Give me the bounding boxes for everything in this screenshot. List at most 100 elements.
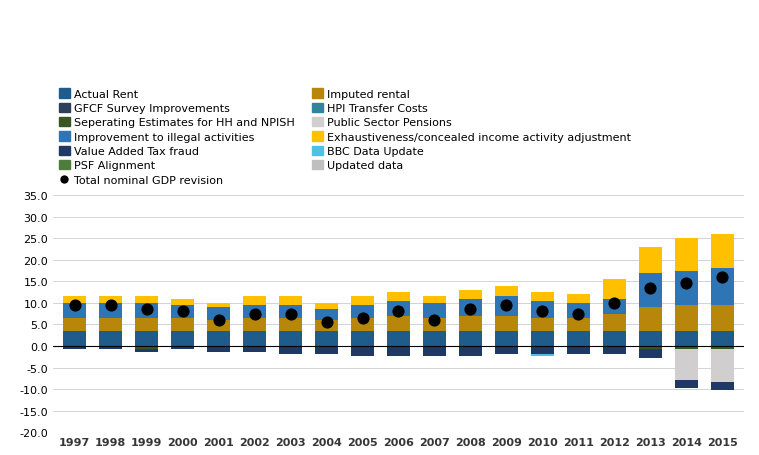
Bar: [531, 346, 554, 348]
Bar: [135, 297, 159, 303]
Point: [644, 284, 657, 292]
Bar: [387, 293, 410, 301]
Point: [572, 310, 584, 318]
Point: [248, 310, 260, 318]
Bar: [243, 318, 266, 331]
Bar: [710, 234, 734, 269]
Bar: [63, 318, 87, 331]
Bar: [171, 331, 194, 346]
Bar: [99, 346, 122, 348]
Bar: [710, 346, 734, 349]
Bar: [531, 331, 554, 346]
Bar: [495, 286, 518, 297]
Bar: [710, 382, 734, 390]
Bar: [531, 354, 554, 356]
Bar: [63, 297, 87, 303]
Bar: [351, 297, 374, 305]
Bar: [171, 346, 194, 348]
Bar: [423, 297, 446, 303]
Point: [680, 280, 692, 288]
Bar: [603, 348, 626, 354]
Bar: [675, 239, 698, 271]
Bar: [315, 346, 339, 348]
Bar: [638, 273, 662, 308]
Bar: [458, 316, 482, 331]
Point: [213, 317, 225, 324]
Bar: [567, 318, 590, 331]
Point: [537, 308, 549, 315]
Bar: [351, 346, 374, 348]
Bar: [135, 331, 159, 346]
Bar: [603, 346, 626, 348]
Bar: [495, 316, 518, 331]
Bar: [603, 314, 626, 331]
Bar: [243, 331, 266, 346]
Bar: [279, 331, 302, 346]
Bar: [387, 331, 410, 346]
Point: [68, 302, 80, 309]
Bar: [63, 331, 87, 346]
Bar: [387, 316, 410, 331]
Point: [608, 299, 620, 307]
Bar: [135, 349, 159, 352]
Bar: [423, 318, 446, 331]
Bar: [423, 303, 446, 318]
Bar: [207, 348, 230, 352]
Bar: [99, 331, 122, 346]
Bar: [171, 305, 194, 318]
Bar: [207, 308, 230, 320]
Bar: [638, 247, 662, 273]
Bar: [675, 305, 698, 331]
Bar: [387, 348, 410, 356]
Bar: [531, 293, 554, 301]
Bar: [458, 346, 482, 348]
Bar: [531, 348, 554, 354]
Point: [357, 314, 369, 322]
Bar: [458, 331, 482, 346]
Bar: [495, 346, 518, 348]
Bar: [243, 297, 266, 305]
Bar: [423, 348, 446, 356]
Bar: [351, 331, 374, 346]
Point: [320, 319, 332, 326]
Bar: [279, 318, 302, 331]
Bar: [243, 305, 266, 318]
Bar: [675, 271, 698, 305]
Bar: [171, 348, 194, 349]
Bar: [531, 318, 554, 331]
Bar: [63, 303, 87, 318]
Bar: [567, 346, 590, 348]
Bar: [603, 299, 626, 314]
Bar: [279, 346, 302, 348]
Bar: [279, 297, 302, 305]
Bar: [63, 346, 87, 348]
Bar: [243, 348, 266, 352]
Bar: [603, 279, 626, 299]
Bar: [638, 308, 662, 331]
Bar: [207, 320, 230, 331]
Bar: [567, 303, 590, 318]
Bar: [603, 331, 626, 346]
Point: [285, 310, 297, 318]
Bar: [458, 348, 482, 356]
Bar: [207, 303, 230, 308]
Bar: [207, 331, 230, 346]
Bar: [135, 346, 159, 349]
Bar: [531, 301, 554, 318]
Point: [428, 317, 440, 324]
Bar: [567, 294, 590, 303]
Bar: [675, 349, 698, 380]
Point: [105, 302, 117, 309]
Bar: [351, 305, 374, 318]
Bar: [387, 346, 410, 348]
Bar: [315, 310, 339, 320]
Bar: [63, 348, 87, 349]
Bar: [495, 348, 518, 354]
Bar: [710, 349, 734, 382]
Bar: [567, 348, 590, 354]
Bar: [710, 331, 734, 346]
Bar: [99, 297, 122, 303]
Bar: [207, 346, 230, 348]
Bar: [171, 299, 194, 305]
Bar: [495, 297, 518, 316]
